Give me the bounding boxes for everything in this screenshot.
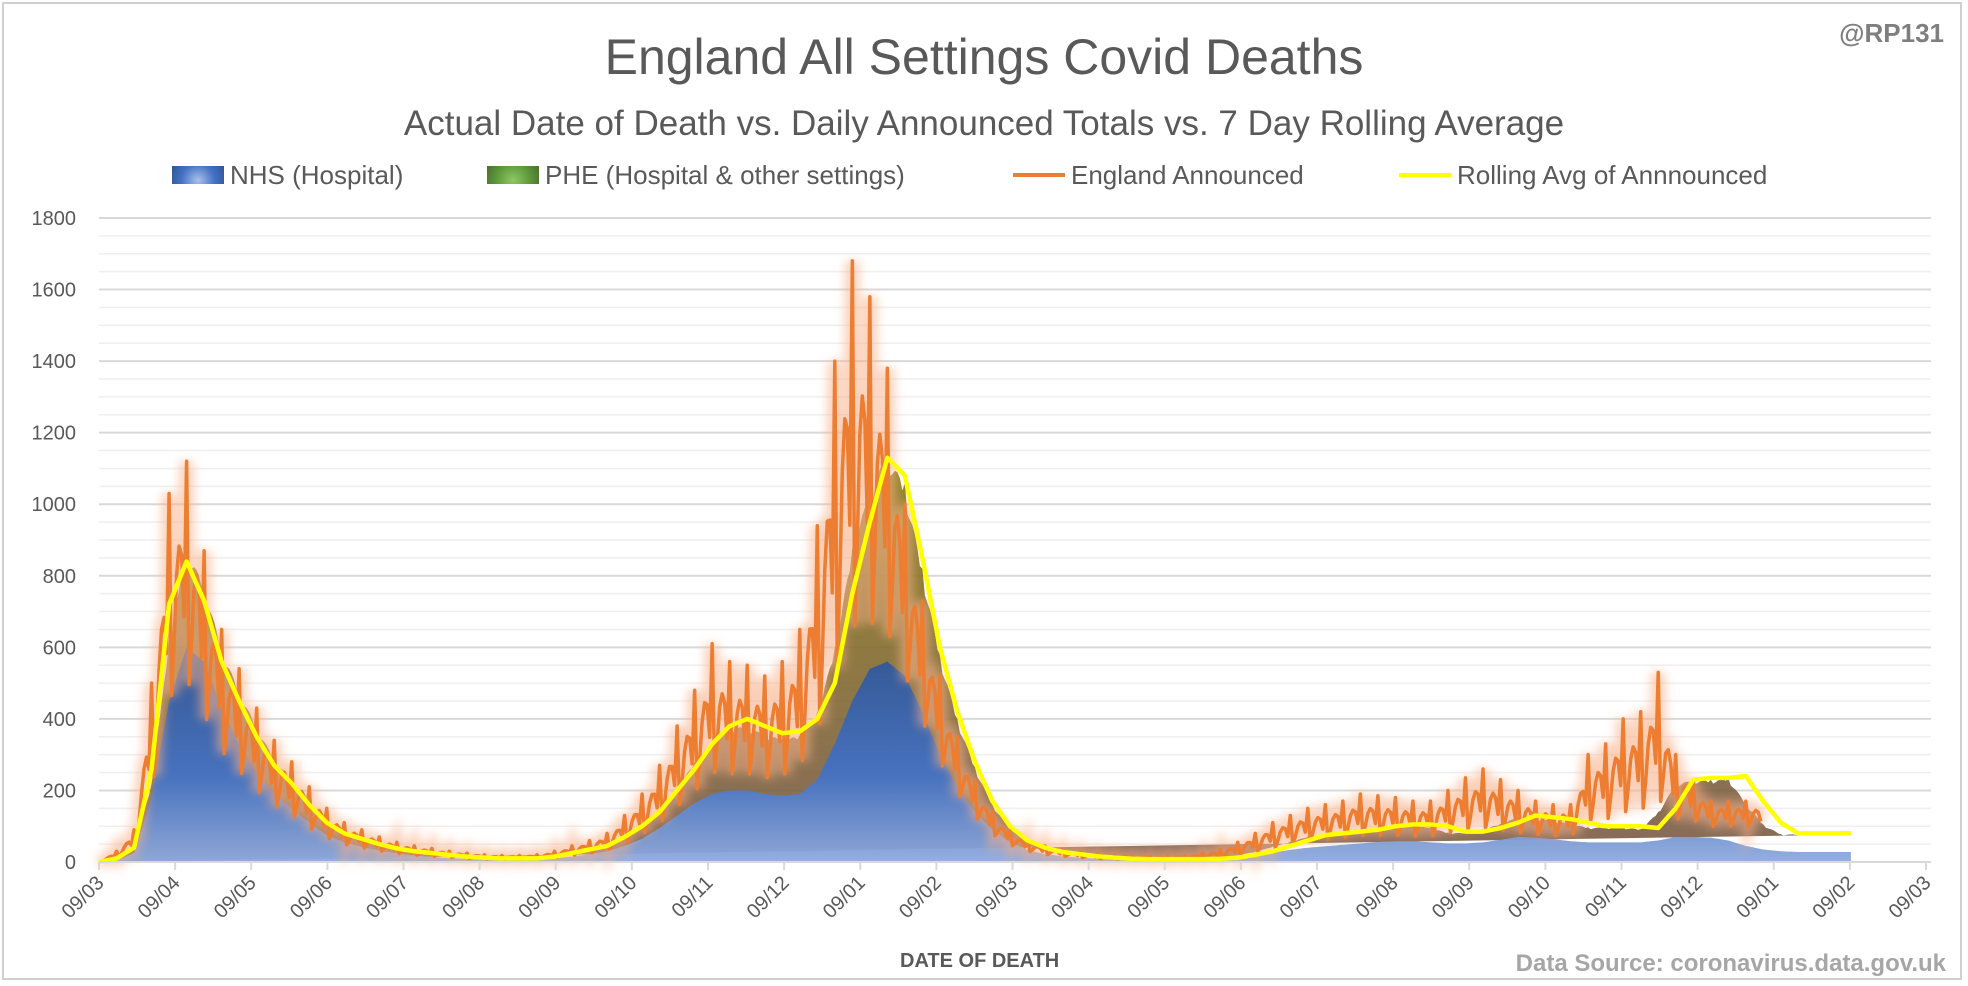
rolling-avg-line — [98, 455, 1851, 865]
x-tick-label: 09/10 — [1504, 872, 1555, 923]
legend-item-rolling[interactable]: Rolling Avg of Annnounced — [1399, 160, 1767, 191]
x-tick-label: 09/03 — [971, 872, 1022, 923]
x-tick-label: 09/08 — [438, 872, 489, 923]
chart-subtitle: Actual Date of Death vs. Daily Announced… — [403, 104, 1565, 143]
x-tick-label: 09/03 — [1885, 872, 1936, 923]
x-tick-label: 09/09 — [514, 872, 565, 923]
legend-label-announced: England Announced — [1071, 159, 1304, 190]
legend-item-phe[interactable]: PHE (Hospital & other settings) — [487, 160, 905, 191]
legend-label-rolling: Rolling Avg of Annnounced — [1457, 159, 1768, 190]
legend-swatch-rolling — [1399, 173, 1451, 177]
x-tick-label: 09/12 — [743, 872, 794, 923]
x-tick-label: 09/01 — [819, 872, 870, 923]
x-tick-label: 09/04 — [1047, 872, 1098, 923]
legend-label-phe: PHE (Hospital & other settings) — [545, 159, 905, 190]
y-tick-label: 1600 — [32, 280, 77, 302]
y-tick-label: 800 — [43, 566, 76, 588]
y-tick-label: 1200 — [32, 423, 77, 445]
x-tick-label: 09/10 — [590, 872, 641, 923]
y-tick-label: 200 — [43, 780, 76, 802]
x-tick-label: 09/05 — [210, 872, 261, 923]
x-tick-label: 09/09 — [1428, 872, 1479, 923]
x-tick-label: 09/03 — [58, 872, 109, 923]
y-tick-label: 1000 — [32, 494, 77, 516]
x-tick-label: 09/01 — [1732, 872, 1783, 923]
chart-title: England All Settings Covid Deaths — [604, 29, 1364, 85]
x-tick-label: 09/04 — [134, 872, 185, 923]
legend-label-nhs: NHS (Hospital) — [230, 159, 404, 190]
y-tick-label: 1800 — [32, 208, 77, 230]
x-tick-label: 09/07 — [362, 872, 413, 923]
legend-item-nhs[interactable]: NHS (Hospital) — [172, 160, 403, 191]
x-tick-label: 09/11 — [1581, 872, 1631, 922]
y-tick-label: 600 — [43, 637, 76, 659]
x-tick-label: 09/06 — [286, 872, 337, 923]
y-tick-label: 0 — [65, 852, 76, 874]
x-tick-label: 09/11 — [668, 872, 718, 922]
legend-swatch-announced — [1013, 173, 1065, 177]
x-tick-label: 09/12 — [1656, 872, 1707, 923]
x-tick-label: 09/02 — [895, 872, 946, 923]
x-tick-label: 09/06 — [1199, 872, 1250, 923]
legend-swatch-nhs — [172, 166, 224, 184]
author-handle: @RP131 — [1839, 18, 1944, 48]
legend-item-announced[interactable]: England Announced — [1013, 160, 1304, 191]
lines — [97, 259, 1851, 877]
x-tick-label: 09/02 — [1808, 872, 1859, 923]
x-tick-label: 09/08 — [1352, 872, 1403, 923]
y-axis: 0 200 400 600 800 1000 1200 1400 1600 1800 — [32, 208, 77, 874]
x-tick-label: 09/07 — [1276, 872, 1327, 923]
legend-swatch-phe — [487, 166, 539, 184]
y-tick-label: 1400 — [32, 351, 77, 373]
x-axis-title: DATE OF DEATH — [900, 950, 1060, 972]
x-axis: 09/03 09/04 09/05 09/06 09/07 09/08 09/09 09/10… — [58, 861, 1936, 923]
x-tick-label: 09/05 — [1123, 872, 1174, 923]
data-source: Data Source: coronavirus.data.gov.uk — [1515, 950, 1946, 977]
y-tick-label: 400 — [43, 709, 76, 731]
